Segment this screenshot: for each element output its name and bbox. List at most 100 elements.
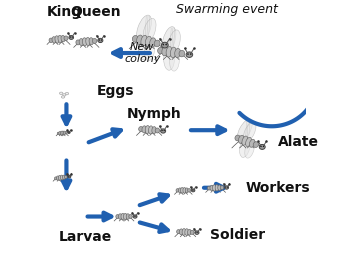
Ellipse shape [124, 213, 127, 220]
Ellipse shape [179, 50, 185, 57]
Ellipse shape [182, 229, 186, 235]
Ellipse shape [148, 126, 153, 134]
Ellipse shape [60, 92, 63, 94]
Ellipse shape [183, 188, 186, 193]
Ellipse shape [259, 144, 265, 149]
Ellipse shape [263, 146, 264, 147]
Ellipse shape [227, 187, 228, 188]
Ellipse shape [61, 96, 65, 98]
Text: Soldier: Soldier [210, 228, 265, 242]
Ellipse shape [92, 38, 97, 43]
Ellipse shape [208, 186, 211, 190]
Ellipse shape [58, 35, 62, 43]
Ellipse shape [155, 128, 160, 133]
Ellipse shape [163, 44, 164, 45]
Ellipse shape [191, 189, 195, 192]
Ellipse shape [238, 135, 244, 143]
Ellipse shape [249, 139, 255, 147]
Ellipse shape [76, 40, 80, 45]
Ellipse shape [143, 18, 156, 43]
Ellipse shape [154, 40, 160, 47]
Ellipse shape [186, 52, 193, 57]
Ellipse shape [126, 214, 130, 219]
Ellipse shape [49, 38, 53, 43]
Ellipse shape [129, 215, 132, 219]
Ellipse shape [99, 40, 100, 41]
Ellipse shape [220, 186, 224, 190]
Ellipse shape [245, 140, 254, 158]
Ellipse shape [158, 47, 163, 54]
Text: King: King [46, 6, 82, 19]
Ellipse shape [260, 146, 261, 147]
Ellipse shape [86, 37, 90, 45]
Ellipse shape [253, 142, 258, 148]
Ellipse shape [142, 126, 146, 133]
Ellipse shape [243, 122, 256, 142]
Ellipse shape [179, 229, 183, 235]
Ellipse shape [121, 213, 125, 220]
Ellipse shape [139, 127, 143, 132]
Ellipse shape [195, 231, 199, 234]
Ellipse shape [162, 47, 168, 56]
Ellipse shape [169, 50, 179, 71]
Ellipse shape [68, 175, 71, 178]
Ellipse shape [237, 119, 252, 142]
Ellipse shape [116, 215, 119, 219]
Ellipse shape [133, 215, 137, 218]
Ellipse shape [132, 36, 138, 42]
Ellipse shape [58, 175, 61, 180]
Ellipse shape [145, 39, 155, 61]
Ellipse shape [56, 176, 59, 180]
Ellipse shape [212, 185, 216, 191]
Ellipse shape [225, 186, 229, 189]
Text: Swarming event: Swarming event [176, 3, 278, 16]
Ellipse shape [141, 35, 147, 46]
Ellipse shape [64, 131, 66, 134]
Ellipse shape [176, 189, 179, 192]
Ellipse shape [190, 54, 191, 55]
Text: Eggs: Eggs [97, 84, 134, 98]
Ellipse shape [65, 132, 67, 134]
Text: Alate: Alate [278, 135, 319, 149]
Ellipse shape [162, 27, 176, 53]
Ellipse shape [188, 229, 191, 235]
Ellipse shape [242, 136, 248, 145]
Ellipse shape [118, 214, 122, 219]
Ellipse shape [177, 230, 180, 234]
Ellipse shape [150, 38, 156, 47]
Ellipse shape [170, 47, 176, 58]
Ellipse shape [55, 177, 57, 180]
Text: Nymph: Nymph [127, 108, 181, 122]
Ellipse shape [52, 37, 56, 43]
Ellipse shape [59, 132, 61, 135]
Ellipse shape [63, 94, 66, 96]
Ellipse shape [175, 48, 181, 58]
Ellipse shape [68, 132, 69, 133]
Ellipse shape [210, 185, 214, 191]
Ellipse shape [68, 132, 70, 133]
Ellipse shape [98, 38, 103, 43]
Ellipse shape [225, 187, 226, 188]
Text: New
colony: New colony [124, 42, 161, 64]
Ellipse shape [65, 92, 69, 95]
Ellipse shape [166, 47, 172, 57]
Text: Queen: Queen [70, 6, 120, 19]
Ellipse shape [136, 35, 143, 44]
Text: Larvae: Larvae [58, 230, 112, 244]
Ellipse shape [145, 36, 152, 47]
Ellipse shape [166, 44, 167, 45]
Ellipse shape [181, 188, 184, 193]
Ellipse shape [246, 137, 251, 146]
Ellipse shape [57, 132, 60, 135]
Ellipse shape [83, 38, 87, 46]
Ellipse shape [61, 175, 63, 180]
Ellipse shape [185, 188, 188, 193]
Ellipse shape [161, 42, 168, 48]
Ellipse shape [215, 185, 219, 191]
Ellipse shape [62, 175, 65, 179]
Text: Workers: Workers [246, 181, 310, 195]
Ellipse shape [164, 48, 174, 70]
Ellipse shape [218, 185, 221, 190]
Ellipse shape [161, 129, 166, 133]
Ellipse shape [168, 30, 180, 54]
